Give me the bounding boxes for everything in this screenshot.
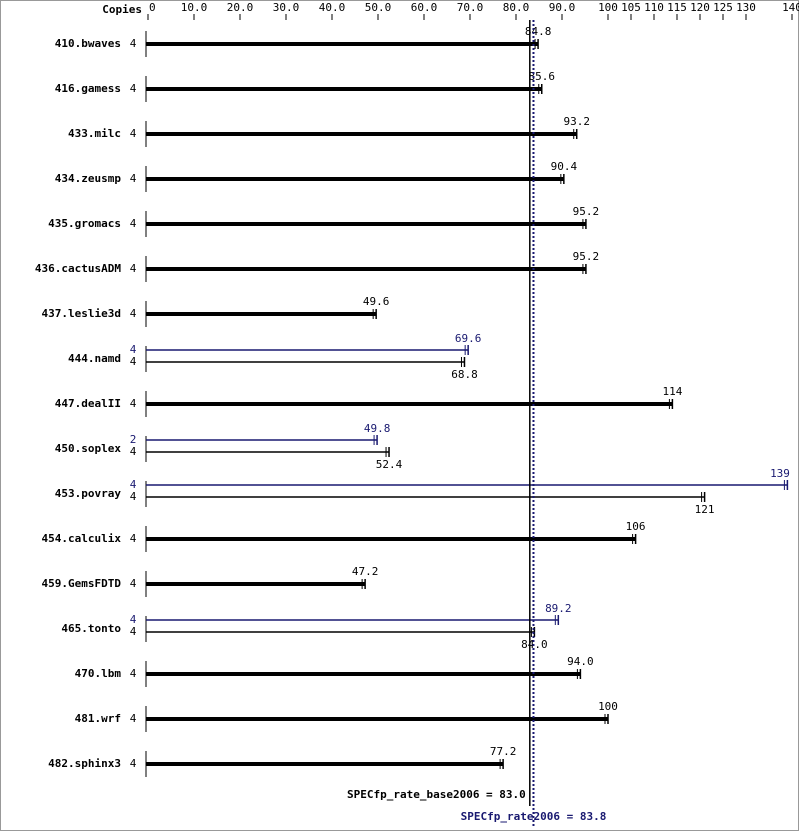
- x-tick-label: 110: [644, 1, 664, 14]
- x-tick-label: 10.0: [181, 1, 208, 14]
- reference-label: SPECfp_rate2006 = 83.8: [461, 810, 607, 823]
- value-label: 106: [626, 520, 646, 533]
- copies: 4: [130, 343, 137, 356]
- x-tick-label: 130: [736, 1, 756, 14]
- x-tick-label: 80.0: [503, 1, 530, 14]
- copies: 4: [130, 532, 137, 545]
- value-label: 49.6: [363, 295, 390, 308]
- copies: 4: [130, 172, 137, 185]
- x-tick-label: 20.0: [227, 1, 254, 14]
- benchmark-name: 435.gromacs: [48, 217, 121, 230]
- benchmark-name: 437.leslie3d: [42, 307, 121, 320]
- copies: 4: [130, 445, 137, 458]
- value-label: 85.6: [529, 70, 556, 83]
- benchmark-name: 470.lbm: [75, 667, 122, 680]
- x-tick-label: 90.0: [549, 1, 576, 14]
- x-tick-label: 125: [713, 1, 733, 14]
- benchmark-name: 434.zeusmp: [55, 172, 122, 185]
- value-label: 89.2: [545, 602, 572, 615]
- x-tick-label: 50.0: [365, 1, 392, 14]
- copies: 4: [130, 577, 137, 590]
- copies: 4: [130, 712, 137, 725]
- value-label: 94.0: [567, 655, 594, 668]
- benchmark-name: 416.gamess: [55, 82, 121, 95]
- benchmark-name: 447.dealII: [55, 397, 121, 410]
- value-label: 49.8: [364, 422, 391, 435]
- x-tick-label: 140: [782, 1, 799, 14]
- copies: 2: [130, 433, 137, 446]
- value-label: 93.2: [563, 115, 590, 128]
- value-label: 100: [598, 700, 618, 713]
- value-label: 68.8: [451, 368, 478, 381]
- copies: 4: [130, 625, 137, 638]
- benchmark-name: 481.wrf: [75, 712, 121, 725]
- copies: 4: [130, 307, 137, 320]
- copies: 4: [130, 262, 137, 275]
- benchmark-name: 465.tonto: [61, 622, 121, 635]
- value-label: 121: [695, 503, 715, 516]
- copies: 4: [130, 667, 137, 680]
- benchmark-name: 444.namd: [68, 352, 121, 365]
- copies: 4: [130, 613, 137, 626]
- x-tick-label: 100: [598, 1, 618, 14]
- copies: 4: [130, 37, 137, 50]
- copies: 4: [130, 217, 137, 230]
- x-tick-label: 70.0: [457, 1, 484, 14]
- copies-header: Copies: [102, 3, 142, 16]
- value-label: 95.2: [573, 205, 600, 218]
- benchmark-name: 482.sphinx3: [48, 757, 121, 770]
- copies: 4: [130, 397, 137, 410]
- benchmark-name: 450.soplex: [55, 442, 122, 455]
- copies: 4: [130, 478, 137, 491]
- x-tick-label: 0: [149, 1, 156, 14]
- copies: 4: [130, 490, 137, 503]
- value-label: 84.8: [525, 25, 552, 38]
- x-tick-label: 60.0: [411, 1, 438, 14]
- benchmark-name: 410.bwaves: [55, 37, 121, 50]
- value-label: 47.2: [352, 565, 379, 578]
- value-label: 95.2: [573, 250, 600, 263]
- benchmark-name: 436.cactusADM: [35, 262, 121, 275]
- benchmark-name: 459.GemsFDTD: [42, 577, 122, 590]
- value-label: 69.6: [455, 332, 482, 345]
- value-label: 139: [770, 467, 790, 480]
- x-tick-label: 30.0: [273, 1, 300, 14]
- benchmark-name: 433.milc: [68, 127, 121, 140]
- x-tick-label: 105: [621, 1, 641, 14]
- benchmark-name: 453.povray: [55, 487, 122, 500]
- value-label: 114: [662, 385, 682, 398]
- x-tick-label: 115: [667, 1, 687, 14]
- value-label: 52.4: [376, 458, 403, 471]
- x-tick-label: 120: [690, 1, 710, 14]
- copies: 4: [130, 127, 137, 140]
- copies: 4: [130, 82, 137, 95]
- value-label: 90.4: [551, 160, 578, 173]
- copies: 4: [130, 355, 137, 368]
- value-label: 77.2: [490, 745, 517, 758]
- reference-label: SPECfp_rate_base2006 = 83.0: [347, 788, 526, 801]
- copies: 4: [130, 757, 137, 770]
- x-tick-label: 40.0: [319, 1, 346, 14]
- benchmark-name: 454.calculix: [42, 532, 122, 545]
